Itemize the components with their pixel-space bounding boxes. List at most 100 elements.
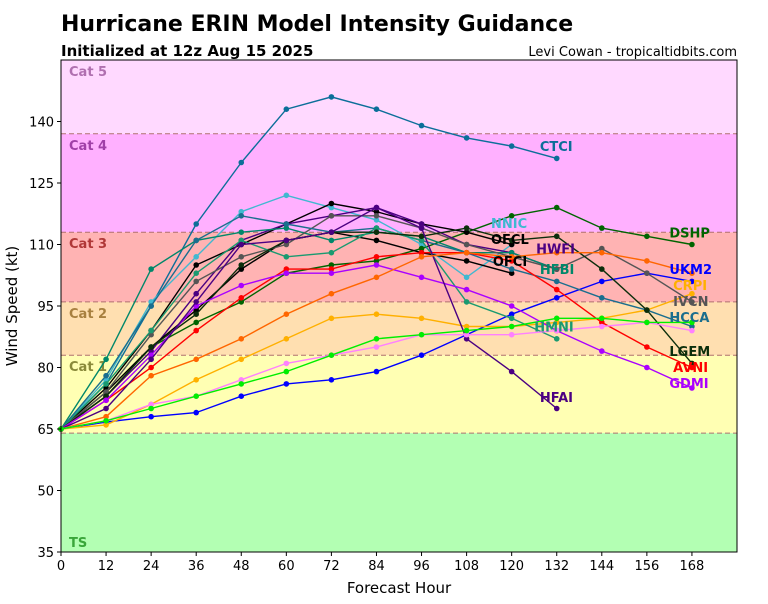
data-point: [193, 278, 199, 285]
chart-title: Hurricane ERIN Model Intensity Guidance: [61, 12, 573, 37]
data-point: [508, 270, 515, 277]
data-point: [373, 311, 380, 318]
data-point: [418, 331, 425, 338]
data-point: [283, 106, 290, 112]
data-point: [373, 229, 380, 235]
data-point: [148, 401, 154, 408]
chart-credit: Levi Cowan - tropicaltidbits.com: [528, 45, 737, 60]
band-label: TS: [69, 536, 87, 551]
data-point: [644, 233, 650, 240]
data-point: [283, 368, 290, 375]
data-point: [328, 315, 335, 322]
data-point: [238, 159, 245, 166]
y-tick-label: 80: [37, 362, 54, 377]
data-point: [103, 413, 109, 420]
data-point: [148, 303, 154, 309]
data-point: [689, 327, 695, 334]
data-point: [238, 336, 245, 342]
data-point: [283, 360, 290, 367]
data-point: [644, 319, 650, 326]
data-point: [373, 274, 380, 281]
data-point: [193, 319, 199, 326]
data-point: [238, 208, 245, 215]
data-point: [463, 327, 470, 334]
data-point: [599, 266, 605, 272]
data-point: [553, 204, 560, 211]
data-point: [283, 381, 290, 387]
data-point: [238, 237, 245, 244]
data-point: [553, 315, 560, 322]
data-point: [283, 270, 290, 277]
series-label-hfai: HFAI: [540, 391, 573, 406]
data-point: [238, 295, 245, 301]
data-point: [553, 249, 560, 256]
data-point: [553, 336, 560, 342]
data-point: [193, 356, 199, 363]
data-point: [148, 266, 154, 272]
data-point: [148, 348, 154, 354]
data-point: [283, 221, 290, 227]
y-tick-label: 50: [37, 485, 54, 500]
series-line-ctci: [60, 96, 557, 430]
series-label-ctci: CTCI: [540, 140, 573, 155]
x-tick-label: 60: [278, 559, 295, 574]
x-tick-label: 0: [57, 559, 65, 574]
y-axis-label: Wind Speed (kt): [3, 246, 21, 367]
data-point: [644, 307, 650, 313]
data-point: [373, 253, 380, 260]
data-point: [553, 327, 560, 334]
data-point: [103, 418, 109, 424]
data-point: [193, 377, 199, 383]
x-tick-label: 48: [233, 559, 250, 574]
data-point: [599, 295, 605, 301]
data-point: [463, 323, 470, 330]
data-point: [644, 364, 650, 371]
data-point: [193, 270, 199, 277]
data-point: [193, 262, 199, 268]
data-point: [103, 389, 109, 395]
data-point: [328, 200, 335, 207]
data-point: [193, 327, 199, 334]
data-point: [373, 217, 380, 223]
data-point: [418, 237, 425, 244]
data-point: [689, 278, 695, 285]
data-point: [373, 208, 380, 215]
data-point: [553, 286, 560, 293]
band-label: Cat 5: [69, 65, 107, 80]
data-point: [508, 311, 515, 318]
data-point: [328, 270, 335, 277]
data-point: [689, 319, 695, 326]
data-point: [599, 225, 605, 231]
band-cat-2: [61, 301, 737, 356]
y-tick-label: 35: [37, 546, 54, 561]
data-point: [644, 258, 650, 264]
data-point: [644, 344, 650, 350]
data-point: [463, 229, 470, 235]
data-point: [238, 299, 245, 305]
data-point: [508, 253, 515, 260]
x-tick-label: 12: [98, 559, 115, 574]
data-point: [103, 405, 109, 412]
data-point: [238, 266, 245, 272]
data-point: [283, 253, 290, 260]
data-point: [418, 352, 425, 359]
data-point: [463, 225, 470, 231]
data-point: [508, 368, 515, 375]
data-point: [463, 249, 470, 256]
series-label-hwfi: HWFI: [536, 243, 575, 258]
data-point: [418, 315, 425, 322]
data-point: [328, 204, 335, 211]
data-point: [238, 241, 245, 248]
series-label-gdmi: GDMI: [669, 377, 708, 392]
data-point: [463, 336, 470, 342]
data-point: [148, 413, 154, 420]
data-point: [418, 233, 425, 240]
data-point: [689, 270, 695, 277]
data-point: [193, 221, 199, 227]
data-point: [193, 311, 199, 318]
data-point: [373, 225, 380, 231]
data-point: [599, 278, 605, 285]
data-point: [508, 241, 515, 248]
data-point: [148, 364, 154, 371]
